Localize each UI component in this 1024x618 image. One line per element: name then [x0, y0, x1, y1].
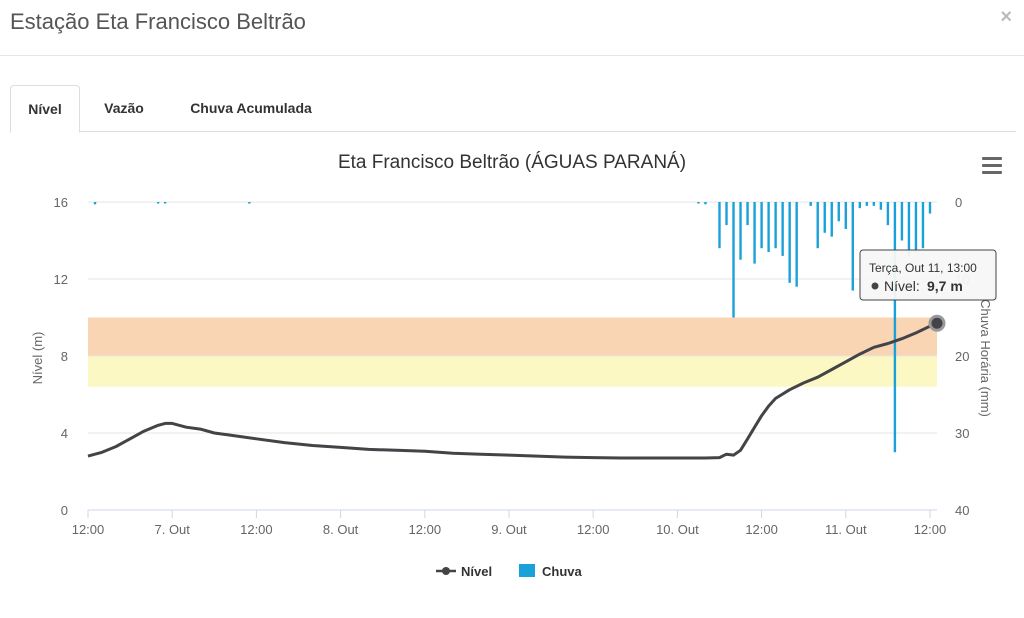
legend-item-chuva[interactable]: Chuva [519, 564, 583, 579]
chuva-bar[interactable] [928, 202, 932, 214]
chuva-bar[interactable] [851, 202, 855, 291]
chuva-bar[interactable] [879, 202, 883, 210]
y-left-tick-label: 8 [61, 349, 68, 364]
chuva-bar[interactable] [844, 202, 847, 229]
tab-nivel[interactable]: Nível [10, 85, 80, 133]
chuva-bar[interactable] [907, 202, 911, 256]
chuva-bar[interactable] [900, 202, 904, 241]
tab-chuva-acumulada[interactable]: Chuva Acumulada [190, 100, 312, 116]
chuva-series [93, 202, 932, 453]
x-tick-label: 12:00 [745, 522, 778, 537]
x-tick-label: 12:00 [577, 522, 610, 537]
chuva-bar[interactable] [788, 202, 791, 283]
chuva-bar[interactable] [921, 202, 925, 249]
y-left-tick-label: 0 [61, 503, 68, 518]
legend-item-nivel[interactable]: Nível [436, 564, 492, 579]
x-tick-label: 12:00 [409, 522, 442, 537]
x-tick-label: 12:00 [914, 522, 947, 537]
chuva-bar[interactable] [809, 202, 812, 206]
modal-title: Estação Eta Francisco Beltrão [10, 9, 306, 34]
chuva-bar[interactable] [248, 202, 251, 204]
close-icon[interactable]: × [1000, 6, 1012, 28]
chuva-bar[interactable] [739, 202, 742, 260]
y-right-tick-label: 20 [955, 349, 969, 364]
chuva-bar[interactable] [865, 202, 869, 206]
chuva-bar[interactable] [697, 202, 700, 204]
chuva-bar[interactable] [830, 202, 833, 237]
y-axis-right: 010203040 [955, 195, 969, 518]
chuva-bar[interactable] [732, 202, 735, 318]
chuva-bar[interactable] [795, 202, 798, 287]
tab-vazao[interactable]: Vazão [104, 100, 144, 116]
y-axis-left: 0 4 8 12 16 [54, 195, 68, 518]
tooltip-value: 9,7 m [927, 278, 963, 294]
y-right-tick-label: 30 [955, 426, 969, 441]
plot-band-0 [88, 317, 937, 356]
chuva-bar[interactable] [760, 202, 763, 249]
chart-title: Eta Francisco Beltrão (ÁGUAS PARANÁ) [338, 152, 686, 173]
grid-lines [88, 201, 937, 511]
x-tick-label: 9. Out [491, 522, 527, 537]
chuva-bar[interactable] [816, 202, 819, 249]
chuva-bar[interactable] [753, 202, 756, 264]
x-tick-label: 10. Out [656, 522, 699, 537]
chart-svg: Eta Francisco Beltrão (ÁGUAS PARANÁ) 12:… [30, 150, 1006, 579]
chuva-bar[interactable] [774, 202, 777, 249]
chuva-bar[interactable] [718, 202, 721, 249]
y-right-tick-label: 40 [955, 503, 969, 518]
x-tick-label: 7. Out [154, 522, 190, 537]
chuva-bar[interactable] [914, 202, 918, 253]
chuva-bar[interactable] [893, 202, 897, 453]
modal-header: Estação Eta Francisco Beltrão × [0, 0, 1024, 56]
y-left-tick-label: 12 [54, 272, 68, 287]
chuva-bar[interactable] [163, 202, 167, 204]
tab-bar: Nível Vazão Chuva Acumulada [10, 85, 1016, 133]
chuva-bar[interactable] [858, 202, 862, 209]
y-left-tick-label: 4 [61, 426, 68, 441]
chuva-bar[interactable] [872, 202, 876, 206]
y-axis-left-title: Nível (m) [30, 332, 45, 385]
chart-container: Eta Francisco Beltrão (ÁGUAS PARANÁ) 12:… [0, 132, 1024, 618]
legend-label-chuva: Chuva [542, 564, 583, 579]
hamburger-menu-icon[interactable] [978, 150, 1006, 180]
nivel-series-line [87, 321, 938, 460]
chuva-bar[interactable] [725, 202, 728, 226]
chuva-bar[interactable] [837, 202, 840, 222]
chuva-bar[interactable] [886, 202, 890, 226]
tooltip-series-label: Nível: [884, 278, 920, 294]
legend-label-nivel: Nível [461, 564, 492, 579]
y-axis-right-title: Chuva Horária (mm) [978, 299, 993, 417]
plot-bands [88, 317, 937, 387]
plot-band-1 [88, 356, 937, 387]
chuva-bar[interactable] [767, 202, 770, 253]
chuva-bar[interactable] [781, 202, 784, 256]
x-tick-label: 12:00 [72, 522, 105, 537]
chuva-bar[interactable] [93, 202, 97, 205]
x-tick-label: 11. Out [825, 522, 867, 537]
tooltip-header: Terça, Out 11, 13:00 [869, 261, 977, 275]
tooltip-series-dot [871, 282, 879, 290]
chuva-bar[interactable] [823, 202, 826, 233]
y-left-tick-label: 16 [54, 195, 68, 210]
x-tick-label: 8. Out [323, 522, 359, 537]
legend: Nível Chuva [436, 564, 583, 579]
chuva-bar[interactable] [704, 202, 707, 205]
tooltip: Terça, Out 11, 13:00 Nível: 9,7 m [859, 249, 997, 301]
chuva-bar[interactable] [156, 202, 160, 204]
y-right-tick-label: 0 [955, 195, 962, 210]
highlighted-point[interactable] [928, 314, 946, 332]
chuva-bar[interactable] [746, 202, 749, 226]
x-tick-label: 12:00 [240, 522, 273, 537]
x-axis: 12:00 7. Out 12:00 8. Out 12:00 9. Out 12:00 10… [72, 510, 947, 537]
